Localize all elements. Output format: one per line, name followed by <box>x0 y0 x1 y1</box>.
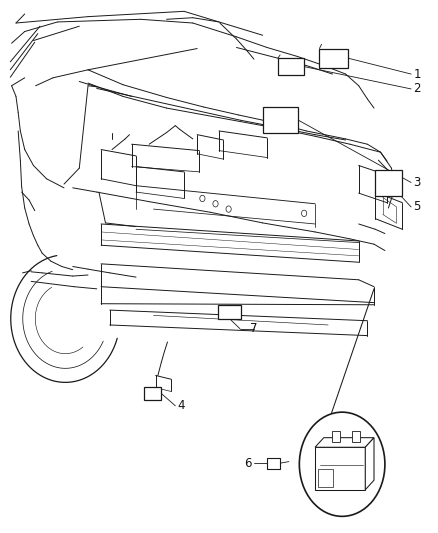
FancyBboxPatch shape <box>144 386 161 400</box>
FancyBboxPatch shape <box>267 458 280 469</box>
Text: 3: 3 <box>413 176 420 189</box>
FancyBboxPatch shape <box>263 107 297 133</box>
Polygon shape <box>365 438 374 490</box>
FancyBboxPatch shape <box>319 49 348 68</box>
FancyBboxPatch shape <box>218 305 241 319</box>
Polygon shape <box>352 431 360 441</box>
Polygon shape <box>315 438 374 447</box>
FancyBboxPatch shape <box>278 58 304 75</box>
Text: 5: 5 <box>413 200 420 213</box>
Text: 4: 4 <box>177 399 185 413</box>
Polygon shape <box>315 447 365 490</box>
Text: 2: 2 <box>413 83 421 95</box>
Polygon shape <box>332 431 339 441</box>
Text: 1: 1 <box>413 68 421 80</box>
Text: 7: 7 <box>250 322 257 335</box>
FancyBboxPatch shape <box>375 170 403 196</box>
Text: 6: 6 <box>244 457 252 470</box>
